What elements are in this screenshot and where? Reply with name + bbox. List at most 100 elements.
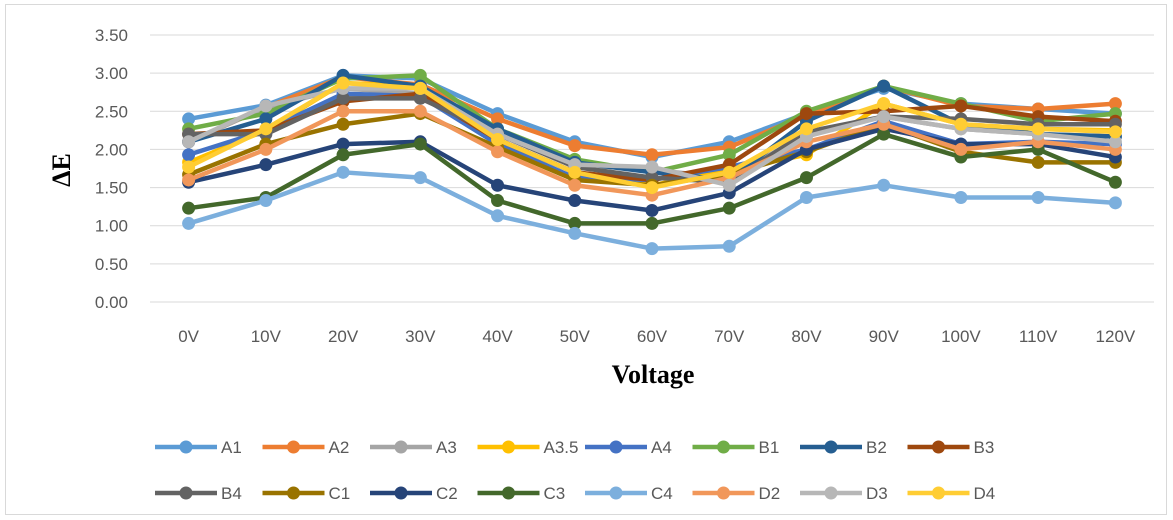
x-axis-title: Voltage (612, 360, 695, 389)
legend-marker (824, 486, 838, 500)
data-point (877, 127, 891, 141)
data-point (568, 139, 582, 153)
legend-label: C4 (651, 484, 673, 503)
x-tick-label: 40V (482, 327, 513, 346)
data-point (336, 165, 350, 179)
data-point (182, 173, 196, 187)
data-point (1031, 122, 1045, 136)
data-point (491, 145, 505, 159)
data-point (954, 190, 968, 204)
legend-item: B2 (800, 438, 887, 457)
legend-marker (932, 486, 945, 500)
x-tick-label: 30V (405, 327, 436, 346)
data-point (799, 122, 813, 136)
data-point (799, 190, 813, 204)
x-tick-label: 90V (869, 327, 900, 346)
legend-item: D2 (692, 484, 780, 503)
data-point (954, 117, 968, 131)
data-point (645, 216, 659, 230)
data-point (182, 216, 196, 230)
legend-label: C3 (544, 484, 566, 503)
legend-marker (824, 440, 838, 454)
data-point (799, 107, 813, 121)
legend-marker (502, 486, 515, 500)
y-tick-label: 0.50 (95, 255, 128, 274)
legend-item: D4 (907, 484, 995, 503)
data-point (413, 104, 427, 118)
data-point (413, 91, 427, 105)
data-point (336, 104, 350, 118)
legend-item: A2 (262, 438, 350, 457)
x-tick-label: 60V (637, 327, 668, 346)
legend-label: A2 (329, 438, 350, 457)
legend-item: B3 (907, 438, 994, 457)
x-tick-label: 70V (714, 327, 745, 346)
data-point (491, 112, 505, 126)
x-tick-label: 120V (1096, 327, 1136, 346)
y-axis-title: ΔE (47, 153, 76, 187)
data-point (722, 178, 736, 192)
legend-marker (394, 440, 408, 454)
data-point (336, 148, 350, 162)
legend-label: C1 (329, 484, 351, 503)
data-point (413, 81, 427, 95)
data-point (645, 181, 659, 195)
legend-label: A3 (436, 438, 457, 457)
legend-item: C1 (262, 484, 351, 503)
legend-marker (717, 440, 730, 454)
data-point (336, 76, 350, 90)
data-point (568, 178, 582, 192)
x-tick-label: 50V (560, 327, 591, 346)
data-point (877, 178, 891, 192)
data-point (259, 99, 273, 113)
y-tick-label: 1.00 (95, 217, 128, 236)
data-point (568, 216, 582, 230)
data-point (799, 171, 813, 185)
y-tick-label: 3.00 (95, 64, 128, 83)
data-point (413, 171, 427, 185)
legend-label: B4 (221, 484, 242, 503)
legend-label: B1 (759, 438, 780, 457)
legend-item: A3 (370, 438, 457, 457)
data-point (491, 209, 505, 223)
legend-marker (179, 440, 193, 454)
legend-marker (394, 486, 408, 500)
data-point (491, 133, 505, 147)
x-tick-label: 100V (941, 327, 981, 346)
legend-item: C2 (370, 484, 458, 503)
legend-label: A1 (221, 438, 242, 457)
legend-marker (932, 440, 945, 454)
legend-item: C4 (585, 484, 673, 503)
legend-label: A4 (651, 438, 672, 457)
data-point (877, 97, 891, 111)
data-point (645, 242, 659, 256)
data-point (954, 142, 968, 156)
legend-marker (179, 486, 193, 500)
data-point (722, 165, 736, 179)
y-tick-label: 1.50 (95, 179, 128, 198)
data-point (336, 91, 350, 105)
data-point (877, 110, 891, 124)
y-tick-label: 2.50 (95, 102, 128, 121)
data-point (1108, 196, 1122, 210)
legend-label: B2 (866, 438, 887, 457)
legend-marker (287, 440, 300, 454)
x-tick-label: 10V (251, 327, 282, 346)
legend-item: A4 (585, 438, 672, 457)
y-tick-label: 0.00 (95, 293, 128, 312)
y-tick-label: 2.00 (95, 140, 128, 159)
data-point (722, 239, 736, 253)
x-axis-ticks: 0V 10V 20V 30V 40V 50V 60V 70V 80V 90V 100V 110V 120… (178, 327, 1136, 346)
x-tick-label: 110V (1019, 327, 1058, 346)
y-tick-label: 3.50 (95, 26, 128, 45)
data-point (722, 201, 736, 215)
data-point (182, 160, 196, 174)
data-point (259, 194, 273, 208)
data-point (413, 68, 427, 82)
legend-marker (287, 486, 300, 500)
data-point (491, 194, 505, 208)
data-point (954, 99, 968, 113)
data-point (1108, 175, 1122, 189)
data-point (877, 79, 891, 93)
